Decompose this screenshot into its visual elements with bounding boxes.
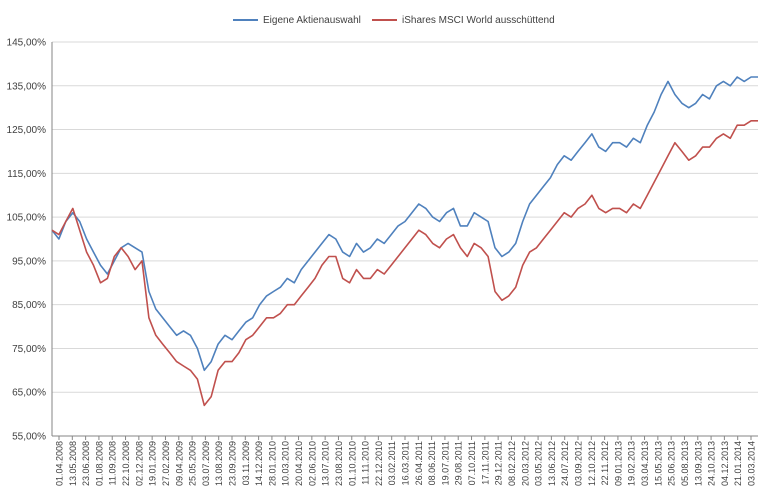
x-tick-label: 14.12.2009 [254,441,264,486]
x-tick-label: 28.01.2010 [267,441,277,486]
x-tick-label: 03.03.2014 [747,441,757,486]
series-line-ishares-msci-world [51,120,758,407]
x-tick-label: 22.12.2010 [374,441,384,486]
x-tick-label: 23.06.2008 [81,441,91,486]
x-tick-label: 19.07.2011 [440,441,450,485]
x-tick-label: 13.05.2008 [68,441,78,486]
x-tick-label: 09.04.2009 [174,441,184,486]
x-tick-label: 02.06.2010 [307,441,317,486]
y-axis: 55,00% 65,00% 75,00% 85,00% 95,00% 105,00% 115… [7,38,758,443]
x-axis: 01.04.2008 13.05.2008 23.06.2008 01.08.2008… [55,436,757,486]
x-tick-label: 09.01.2013 [613,441,623,486]
x-tick-label: 21.01.2014 [733,441,743,486]
series-line-eigene-aktienauswahl [51,76,758,372]
x-tick-label: 03.05.2012 [534,441,544,486]
x-tick-label: 04.12.2013 [720,441,730,486]
y-tick-label: 145,00% [7,38,47,49]
y-tick-label: 95,00% [12,256,46,267]
x-tick-label: 29.12.2011 [494,441,504,485]
legend: Eigene Aktienauswahl iShares MSCI World … [233,15,555,26]
x-tick-label: 25.05.2009 [188,441,198,486]
series-lines [51,76,758,407]
x-tick-label: 03.07.2009 [201,441,211,486]
y-tick-label: 105,00% [7,213,47,224]
x-tick-label: 26.04.2011 [414,441,424,485]
x-tick-label: 22.10.2008 [121,441,131,486]
x-tick-label: 05.08.2013 [680,441,690,486]
x-tick-label: 20.03.2012 [520,441,530,486]
x-tick-label: 08.02.2012 [507,441,517,486]
x-tick-label: 01.10.2010 [347,441,357,486]
x-tick-label: 23.09.2009 [228,441,238,486]
x-tick-label: 11.11.2010 [361,441,371,485]
x-tick-label: 13.08.2009 [214,441,224,486]
x-tick-label: 24.10.2013 [707,441,717,486]
y-tick-label: 115,00% [7,169,46,180]
y-tick-label: 65,00% [12,388,46,399]
y-tick-label: 75,00% [12,344,46,355]
x-tick-label: 11.09.2008 [108,441,118,485]
x-tick-label: 03.11.2009 [241,441,251,485]
y-tick-label: 125,00% [7,125,47,136]
x-tick-label: 03.09.2012 [574,441,584,486]
x-tick-label: 22.11.2012 [600,441,610,485]
x-tick-label: 20.04.2010 [294,441,304,486]
x-tick-label: 07.10.2011 [467,441,477,485]
y-tick-label: 85,00% [12,300,46,311]
y-tick-label: 135,00% [7,81,47,92]
x-tick-label: 13.06.2012 [547,441,557,486]
x-tick-label: 27.02.2009 [161,441,171,486]
x-tick-label: 24.07.2012 [560,441,570,486]
legend-label-eigene-aktienauswahl: Eigene Aktienauswahl [263,15,361,26]
x-tick-label: 25.06.2013 [667,441,677,486]
x-tick-label: 01.08.2008 [94,441,104,486]
x-tick-label: 16.03.2011 [401,441,411,485]
x-tick-label: 03.02.2011 [387,441,397,485]
y-tick-label: 55,00% [12,432,46,443]
x-tick-label: 17.11.2011 [480,441,490,485]
x-tick-label: 13.07.2010 [321,441,331,486]
x-tick-label: 15.05.2013 [653,441,663,486]
x-tick-label: 03.04.2013 [640,441,650,486]
gridlines [52,41,758,437]
x-tick-label: 02.12.2008 [134,441,144,486]
x-tick-label: 10.03.2010 [281,441,291,486]
x-tick-label: 23.08.2010 [334,441,344,486]
x-tick-label: 12.10.2012 [587,441,597,486]
x-tick-label: 19.02.2013 [627,441,637,486]
x-tick-label: 01.04.2008 [55,441,65,486]
x-tick-label: 29.08.2011 [454,441,464,485]
x-tick-label: 19.01.2009 [148,441,158,486]
legend-label-ishares-msci-world: iShares MSCI World ausschüttend [402,15,555,26]
x-tick-label: 08.06.2011 [427,441,437,485]
x-tick-label: 13.09.2013 [693,441,703,486]
